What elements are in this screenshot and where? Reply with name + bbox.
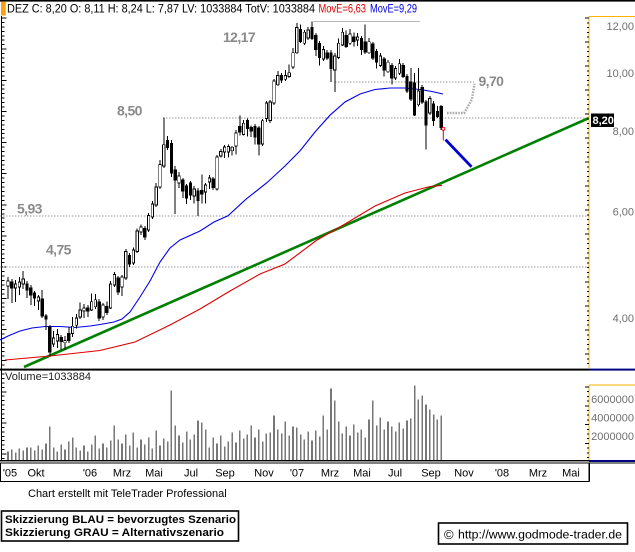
- svg-text:'08: '08: [495, 468, 509, 480]
- svg-text:4,75: 4,75: [46, 242, 72, 258]
- svg-text:4,00: 4,00: [613, 313, 634, 325]
- svg-text:'05: '05: [3, 468, 17, 480]
- svg-text:Sep: Sep: [215, 468, 235, 480]
- svg-text:Chart erstellt mit TeleTrader: Chart erstellt mit TeleTrader Profession…: [28, 488, 227, 500]
- svg-text:Skizzierung GRAU = Alternativs: Skizzierung GRAU = Alternativszenario: [5, 527, 224, 539]
- svg-text:MovE=6,63: MovE=6,63: [319, 4, 367, 16]
- svg-text:'07: '07: [290, 468, 304, 480]
- svg-text:6,00: 6,00: [613, 207, 634, 219]
- svg-text:Mrz: Mrz: [529, 468, 547, 480]
- svg-text:Mrz: Mrz: [321, 468, 339, 480]
- svg-text:8,20: 8,20: [593, 115, 614, 127]
- svg-text:10,00: 10,00: [606, 68, 634, 80]
- svg-text:5,93: 5,93: [17, 201, 43, 217]
- svg-text:Mai: Mai: [353, 468, 371, 480]
- svg-text:Okt: Okt: [27, 468, 44, 480]
- svg-text:Jul: Jul: [184, 468, 198, 480]
- svg-text:Nov: Nov: [454, 468, 474, 480]
- svg-text:8,00: 8,00: [613, 126, 634, 138]
- svg-text:Mai: Mai: [562, 468, 580, 480]
- svg-text:Mrz: Mrz: [113, 468, 131, 480]
- svg-text:DEZ C: 8,20 O: 8,11 H: 8,24 L:: DEZ C: 8,20 O: 8,11 H: 8,24 L: 7,87 LV: …: [7, 4, 316, 16]
- svg-text:Volume=1033884: Volume=1033884: [5, 371, 91, 383]
- svg-text:MovE=9,29: MovE=9,29: [370, 4, 417, 16]
- svg-text:6000000: 6000000: [591, 394, 634, 406]
- svg-text:Skizzierung BLAU = bevorzugtes: Skizzierung BLAU = bevorzugtes Szenario: [5, 514, 236, 526]
- svg-text:Nov: Nov: [254, 468, 274, 480]
- svg-text:Sep: Sep: [421, 468, 441, 480]
- svg-text:Jul: Jul: [388, 468, 402, 480]
- svg-text:http://www.godmode-trader.de: http://www.godmode-trader.de: [458, 528, 622, 542]
- svg-text:9,70: 9,70: [479, 73, 505, 89]
- svg-text:'06: '06: [83, 468, 97, 480]
- svg-text:12,00: 12,00: [606, 21, 634, 33]
- svg-text:4000000: 4000000: [591, 413, 634, 425]
- svg-text:8,50: 8,50: [117, 103, 143, 119]
- svg-text:Mai: Mai: [145, 468, 163, 480]
- svg-text:©: ©: [444, 527, 454, 542]
- svg-text:2000000: 2000000: [591, 431, 634, 443]
- svg-text:12,17: 12,17: [223, 29, 256, 45]
